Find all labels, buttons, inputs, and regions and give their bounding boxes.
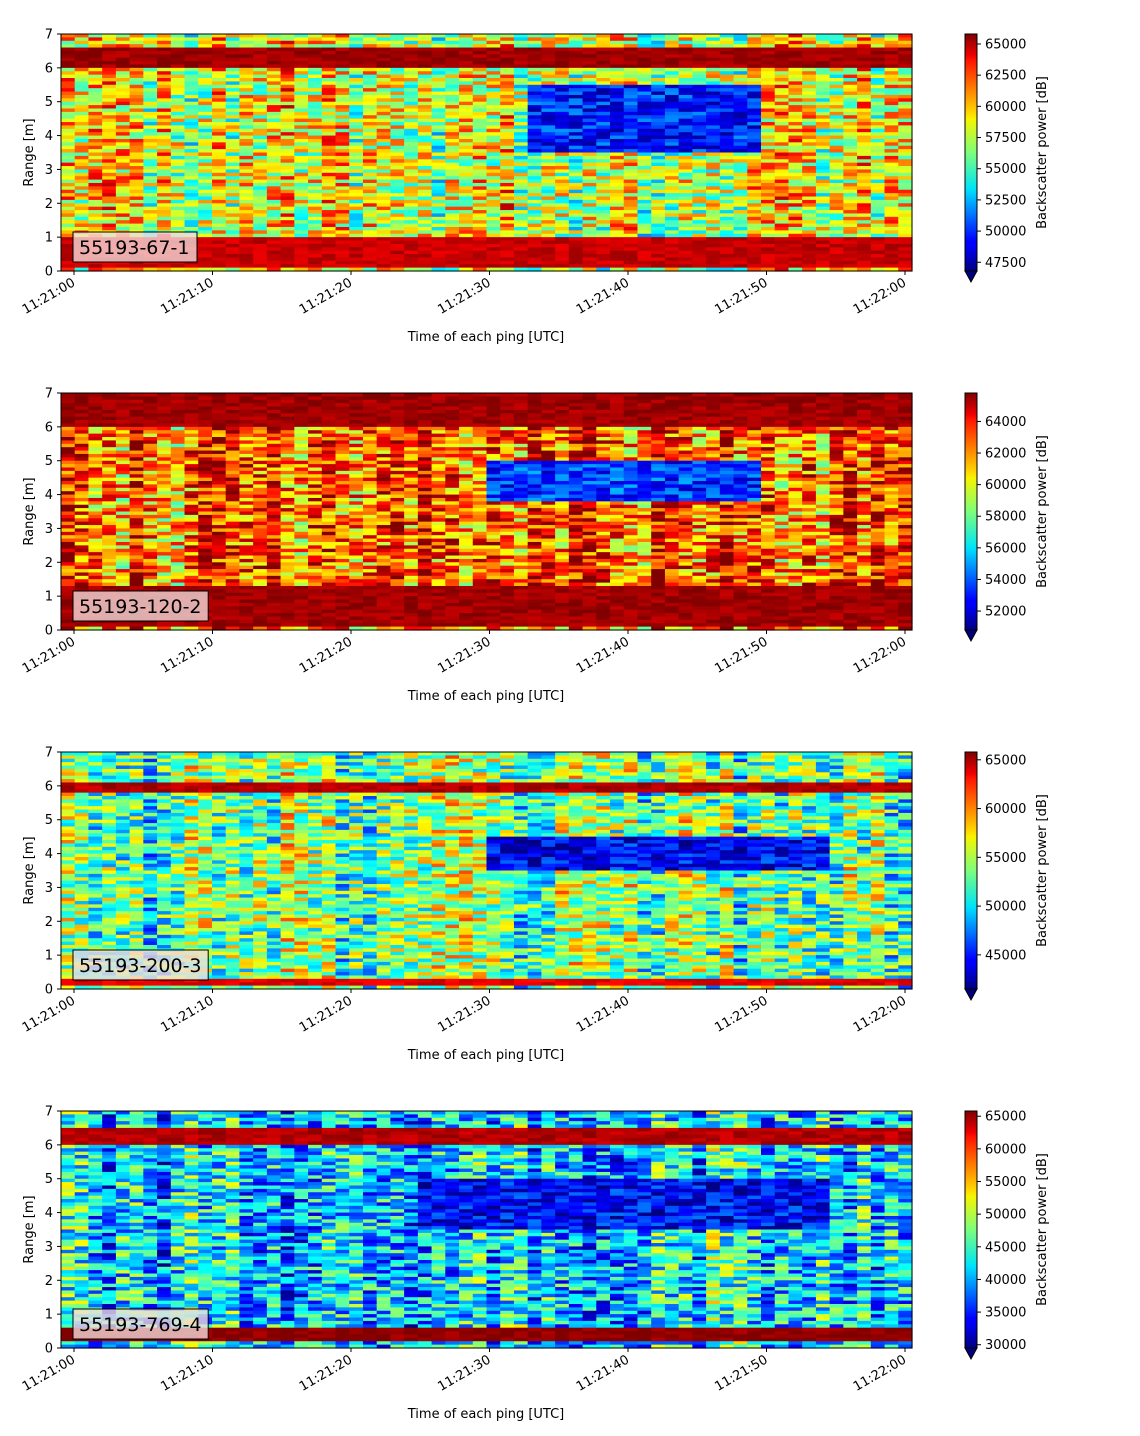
x-tick-label: 11:21:40 xyxy=(574,275,632,317)
colorbar-tick-label: 57500 xyxy=(985,131,1026,146)
y-tick-label: 1 xyxy=(45,231,53,246)
x-tick-label: 11:21:00 xyxy=(20,275,78,317)
x-tick-label: 11:21:20 xyxy=(297,275,355,317)
y-tick-label: 3 xyxy=(45,163,53,178)
x-tick-label: 11:21:10 xyxy=(158,275,216,317)
y-tick-label: 2 xyxy=(45,197,53,212)
y-tick-label: 0 xyxy=(45,265,53,280)
colorbar-extend-arrow xyxy=(965,271,977,282)
heatmap-panel-2: 01234567Range [m]11:21:00 11:21:10 11:21:2… xyxy=(20,387,1050,705)
colorbar-gradient xyxy=(965,34,977,271)
y-tick-label: 7 xyxy=(45,28,53,43)
x-tick-label: 11:21:30 xyxy=(435,275,493,317)
x-tick-label: 11:22:00 xyxy=(851,275,909,317)
x-tick-label: 11:21:50 xyxy=(712,275,770,317)
colorbar: 47500 50000 52500 55000 57500 60000 62500 65000… xyxy=(965,34,1050,282)
colorbar-tick-label: 47500 xyxy=(985,256,1026,271)
y-tick-label: 4 xyxy=(45,129,53,144)
colorbar-tick-label: 62500 xyxy=(985,69,1026,84)
colorbar-tick-label: 50000 xyxy=(985,225,1026,240)
colorbar-tick-label: 52500 xyxy=(985,193,1026,208)
colorbar-tick-label: 65000 xyxy=(985,37,1026,52)
y-tick-label: 6 xyxy=(45,61,53,76)
y-axis-label: Range [m] xyxy=(22,118,37,186)
sample-id-label: 55193-67-1 xyxy=(73,232,197,262)
label-text: 55193-67-1 xyxy=(79,237,189,259)
x-axis-label: Time of each ping [UTC] xyxy=(407,330,565,345)
heatmap-panel-1: 0 1 2 3 4 5 6 7 Range [m] 11:21:00 11:21:10 11:21:2… xyxy=(20,28,1050,346)
y-tick-label: 5 xyxy=(45,95,53,110)
colorbar-tick-label: 55000 xyxy=(985,162,1026,177)
colorbar-label: Backscatter power [dB] xyxy=(1035,76,1050,229)
colorbar-tick-label: 60000 xyxy=(985,100,1026,115)
